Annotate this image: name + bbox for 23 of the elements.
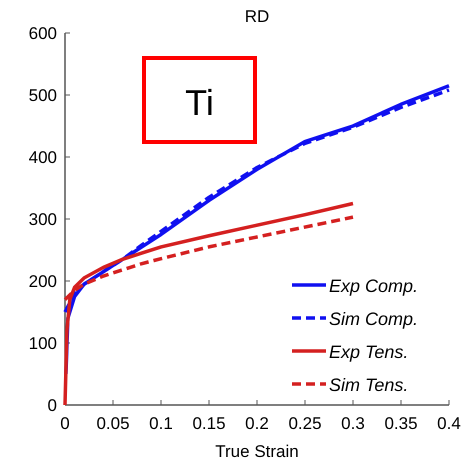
x-tick-label: 0.15 <box>192 414 226 433</box>
annotation: Ti <box>185 82 214 123</box>
legend-label: Sim Comp. <box>329 309 418 329</box>
y-tick-label: 300 <box>28 210 57 229</box>
legend-label: Exp Comp. <box>329 276 418 296</box>
legend-label: Exp Tens. <box>329 342 408 362</box>
x-tick-label: 0.1 <box>149 414 173 433</box>
x-tick-label: 0.2 <box>245 414 269 433</box>
y-tick-label: 0 <box>48 396 57 415</box>
x-tick-label: 0.4 <box>437 414 461 433</box>
x-axis-title: True Strain <box>215 442 299 461</box>
y-tick-label: 200 <box>28 272 57 291</box>
chart-title: RD <box>244 7 270 26</box>
x-tick-label: 0.05 <box>96 414 130 433</box>
x-tick-label: 0.25 <box>288 414 322 433</box>
x-tick-label: 0 <box>60 414 70 433</box>
y-tick-label: 500 <box>28 86 57 105</box>
y-tick-label: 100 <box>28 334 57 353</box>
legend-label: Sim Tens. <box>329 375 408 395</box>
y-tick-label: 600 <box>28 24 57 43</box>
y-tick-label: 400 <box>28 148 57 167</box>
x-tick-label: 0.3 <box>341 414 365 433</box>
x-tick-label: 0.35 <box>384 414 418 433</box>
